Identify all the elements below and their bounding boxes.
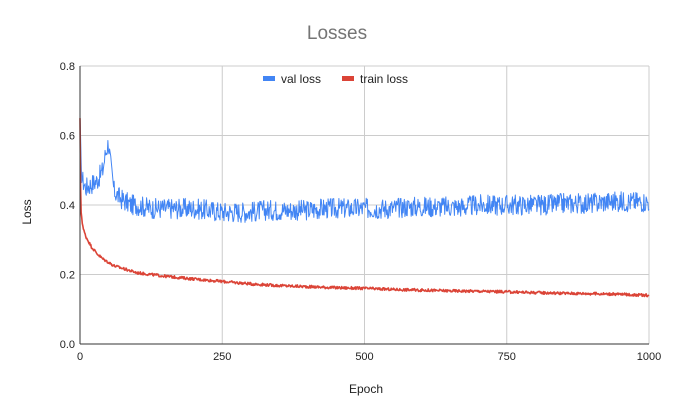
x-axis-title: Epoch — [349, 382, 383, 396]
x-tick-label: 750 — [498, 351, 516, 363]
tick-labels: 0.0 0.2 0.4 0.6 0.8 0 250 500 750 1000 — [60, 61, 662, 363]
chart-title: Losses — [307, 23, 367, 44]
legend-label: val loss — [281, 72, 321, 86]
x-tick-label: 500 — [355, 351, 373, 363]
legend-label: train loss — [360, 72, 408, 86]
x-tick-label: 0 — [77, 351, 83, 363]
axes — [79, 66, 649, 345]
y-axis-title: Loss — [20, 199, 34, 224]
y-tick-label: 0.0 — [60, 339, 75, 351]
series-line-val-loss — [79, 118, 650, 223]
y-tick-label: 0.8 — [60, 61, 75, 73]
x-tick-label: 1000 — [637, 351, 661, 363]
y-tick-label: 0.2 — [60, 270, 75, 282]
x-tick-label: 250 — [213, 351, 231, 363]
series-lines — [79, 118, 650, 298]
legend-swatch — [263, 76, 275, 81]
y-tick-label: 0.4 — [60, 200, 75, 212]
y-tick-label: 0.6 — [60, 131, 75, 143]
legend-swatch — [342, 76, 354, 81]
series-line-train-loss — [79, 118, 650, 298]
legend: val loss train loss — [263, 72, 408, 86]
